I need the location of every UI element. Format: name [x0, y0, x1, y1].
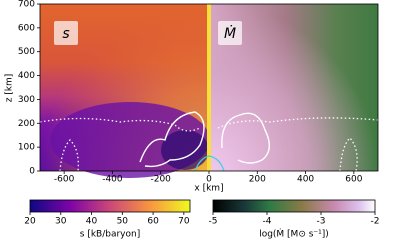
- panel-label: Ṁ: [224, 24, 236, 42]
- x-tick-label: -600: [54, 175, 75, 185]
- y-tick-label: 300: [18, 95, 35, 105]
- colorbar-tick-label: -2: [371, 217, 380, 227]
- contour: [59, 139, 79, 172]
- y-tick-label: 200: [18, 119, 35, 129]
- x-tick-label: 200: [249, 175, 266, 185]
- colorbar-tick-label: -3: [317, 217, 326, 227]
- x-tick-label: 400: [297, 175, 314, 185]
- panel-label: s: [62, 26, 69, 42]
- colorbar-tick-label: 30: [55, 217, 67, 227]
- colorbar: [212, 199, 376, 213]
- x-axis-label: x [km]: [194, 184, 223, 194]
- x-tick-label: 0: [206, 175, 212, 185]
- y-tick-label: 400: [18, 71, 35, 81]
- y-tick-label: 500: [18, 47, 35, 57]
- colorbar-tick-label: -4: [263, 217, 272, 227]
- colorbar: [29, 199, 191, 213]
- panel-label-box: [218, 21, 242, 45]
- colorbar-tick-label: 60: [147, 217, 159, 227]
- y-tick-label: 0: [29, 167, 35, 177]
- colorbar-label: s [kB/baryon]: [80, 230, 140, 240]
- y-axis-label: z [km]: [5, 74, 15, 103]
- contour: [39, 117, 201, 132]
- shock-region: [161, 130, 209, 170]
- y-tick-label: 600: [18, 23, 35, 33]
- x-tick-label: 600: [345, 175, 362, 185]
- colorbar-tick-label: 40: [86, 217, 98, 227]
- contour: [339, 137, 358, 172]
- colorbar-tick-label: 20: [24, 217, 36, 227]
- colorbar-tick-label: -5: [209, 217, 218, 227]
- y-tick-label: 100: [18, 143, 35, 153]
- colorbar-tick-label: 50: [117, 217, 129, 227]
- pns-contour: [194, 155, 225, 172]
- y-tick-label: 700: [18, 0, 35, 10]
- colorbar-label: log(Ṁ [M⊙ s⁻¹]): [259, 229, 329, 240]
- colorbar-tick-label: 70: [178, 217, 190, 227]
- x-tick-label: -400: [102, 175, 123, 185]
- axis-jet: [207, 4, 211, 171]
- contour: [139, 111, 205, 168]
- panel-label-box: [54, 21, 78, 45]
- x-tick-label: -200: [150, 175, 171, 185]
- contour: [221, 112, 270, 164]
